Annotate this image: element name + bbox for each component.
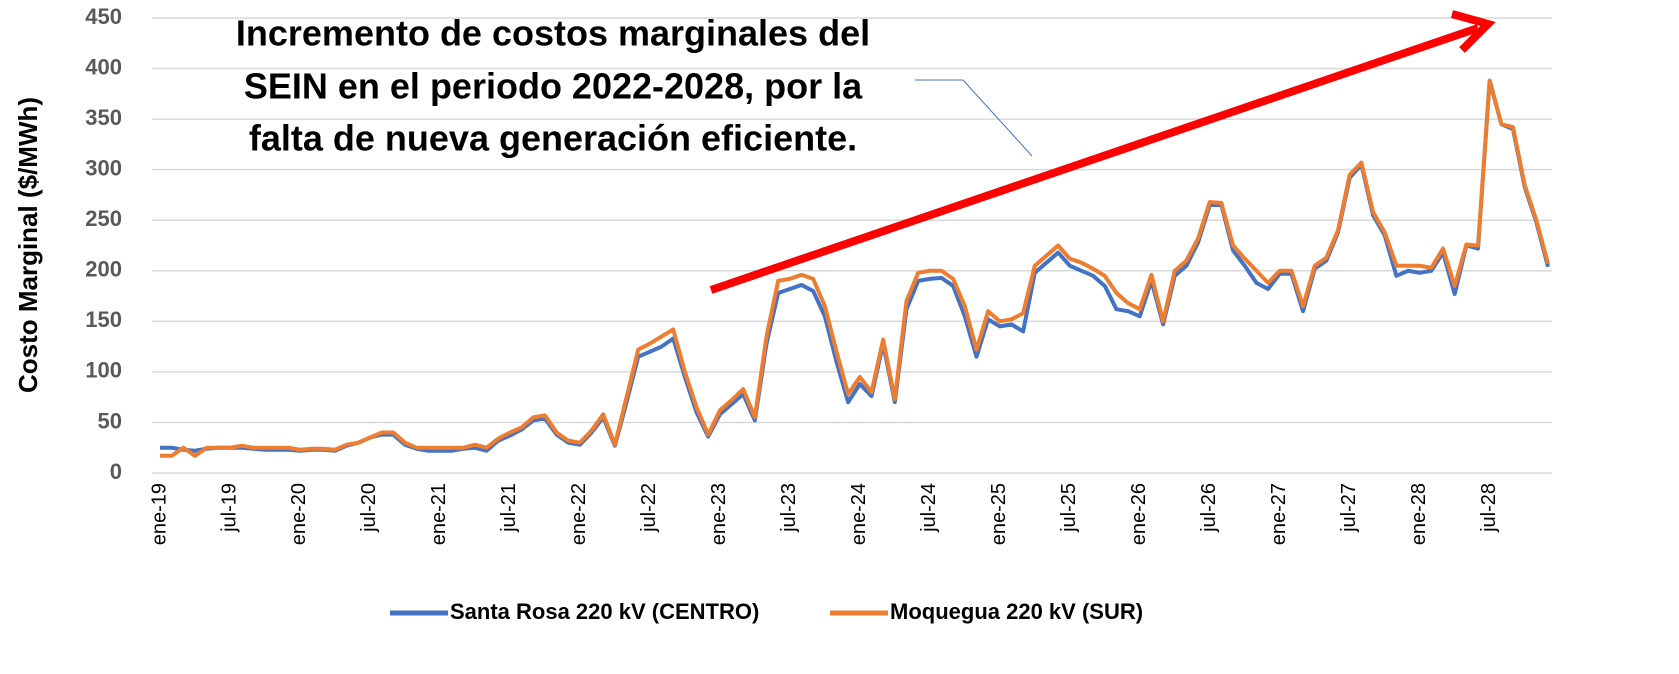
y-tick-label: 200 — [85, 257, 122, 282]
x-tick-label: ene-26 — [1128, 483, 1150, 545]
y-tick-label: 450 — [85, 4, 122, 29]
annotation: falta de nueva generación eficiente. — [249, 118, 857, 159]
x-tick-label: ene-24 — [848, 483, 870, 545]
y-tick-label: 150 — [85, 307, 122, 332]
x-tick-label: ene-25 — [988, 483, 1010, 545]
x-tick-label: ene-27 — [1268, 483, 1290, 545]
y-tick-label: 50 — [98, 408, 122, 433]
x-tick-label: jul-20 — [358, 483, 380, 533]
leader-line — [915, 79, 1033, 157]
y-tick-label: 0 — [110, 459, 122, 484]
x-tick-label: jul-28 — [1478, 483, 1500, 533]
x-tick-label: ene-19 — [148, 483, 170, 545]
x-tick-label: ene-28 — [1408, 483, 1430, 545]
y-tick-label: 300 — [85, 155, 122, 180]
x-tick-label: ene-22 — [568, 483, 590, 545]
annotation: SEIN en el periodo 2022-2028, por la — [244, 66, 863, 107]
y-tick-label: 250 — [85, 206, 122, 231]
y-tick-label: 350 — [85, 105, 122, 130]
legend-label: Santa Rosa 220 kV (CENTRO) — [450, 599, 759, 624]
annotation: Incremento de costos marginales del — [236, 13, 870, 54]
legend-label: Moquegua 220 kV (SUR) — [890, 599, 1143, 624]
x-tick-label: jul-24 — [918, 483, 940, 533]
y-tick-label: 100 — [85, 358, 122, 383]
x-tick-label: jul-27 — [1338, 483, 1360, 533]
x-tick-label: ene-21 — [428, 483, 450, 545]
trend-arrow — [709, 24, 1480, 294]
x-tick-label: jul-21 — [498, 483, 520, 533]
x-tick-label: jul-22 — [638, 483, 660, 533]
x-tick-label: jul-19 — [218, 483, 240, 533]
plot-area — [152, 17, 1552, 474]
y-axis-label: Costo Marginal ($/MWh) — [13, 97, 43, 393]
x-tick-label: jul-23 — [778, 483, 800, 533]
series-line — [160, 78, 1550, 458]
x-tick-label: ene-23 — [708, 483, 730, 545]
trend-arrow-head — [1450, 10, 1496, 53]
series-line — [160, 78, 1550, 453]
y-tick-label: 400 — [85, 54, 122, 79]
x-tick-label: jul-26 — [1198, 483, 1220, 533]
x-tick-label: jul-25 — [1058, 483, 1080, 533]
x-tick-label: ene-20 — [288, 483, 310, 545]
